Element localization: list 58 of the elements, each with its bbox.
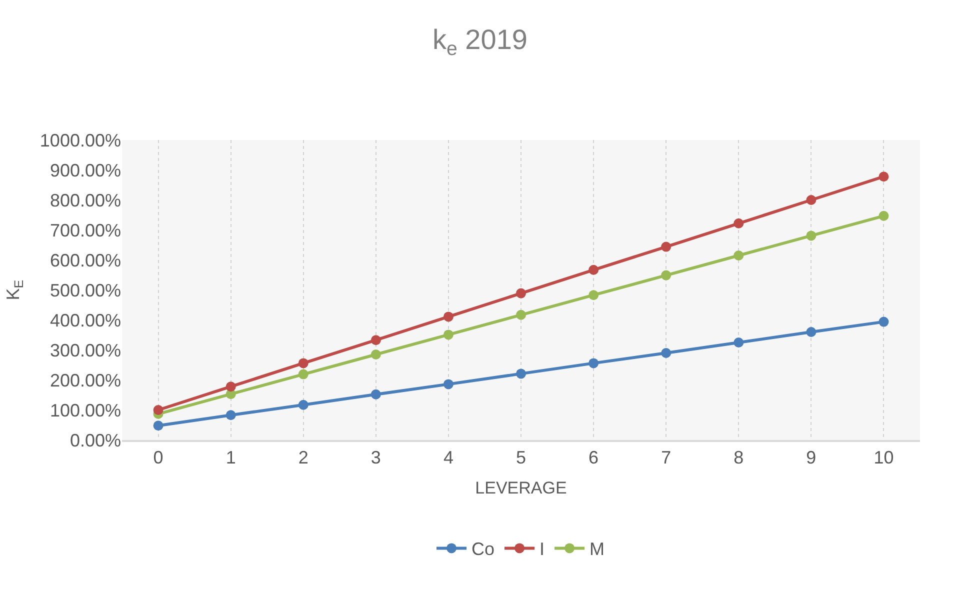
point	[516, 288, 526, 298]
point	[734, 338, 744, 348]
x-tick-label: 9	[806, 448, 816, 468]
point	[298, 400, 308, 410]
point	[806, 327, 816, 337]
chart-title: k$_{e}$ 2019	[432, 24, 528, 60]
y-tick-label: 400.00%	[50, 310, 121, 330]
legend-label: M	[590, 539, 605, 560]
point	[516, 310, 526, 320]
y-tick-label: 600.00%	[50, 250, 121, 270]
x-axis-title: LEVERAGE	[475, 478, 567, 498]
point	[878, 172, 889, 182]
point	[298, 369, 308, 380]
y-tick-label: 500.00%	[50, 280, 121, 300]
point	[588, 290, 599, 300]
point	[806, 230, 816, 241]
point	[298, 358, 308, 368]
point	[661, 348, 672, 358]
x-tick-label: 8	[734, 448, 744, 468]
y-tick-label: 900.00%	[50, 160, 121, 180]
point	[226, 410, 236, 420]
x-tick-label: 5	[516, 448, 526, 468]
x-tick-label: 6	[588, 448, 599, 468]
x-tick-label: 2	[298, 448, 308, 468]
point	[370, 335, 381, 346]
legend-label: Co	[472, 539, 495, 560]
point	[588, 264, 599, 275]
point	[370, 389, 381, 400]
point	[226, 382, 236, 392]
point	[370, 350, 381, 360]
point	[153, 420, 164, 431]
y-tick-label: 0.00%	[70, 430, 121, 450]
y-tick-label: 1000.00%	[40, 130, 121, 150]
x-tick-label: 1	[226, 448, 236, 468]
point	[443, 330, 454, 340]
point	[588, 358, 599, 368]
point	[153, 405, 164, 415]
point	[443, 312, 454, 322]
point	[734, 218, 744, 228]
x-tick-label: 7	[661, 448, 672, 468]
point	[443, 379, 454, 390]
y-tick-label: 300.00%	[50, 340, 121, 360]
point	[806, 195, 816, 205]
x-tick-label: 0	[153, 448, 164, 468]
x-tick-label: 4	[443, 448, 454, 468]
point	[516, 368, 526, 379]
point	[661, 270, 672, 280]
y-tick-label: 700.00%	[50, 220, 121, 240]
point	[734, 250, 744, 260]
legend-label: I	[540, 539, 545, 560]
y-tick-label: 100.00%	[50, 400, 121, 420]
x-tick-label: 3	[370, 448, 381, 468]
point	[661, 242, 672, 252]
y-tick-label: 200.00%	[50, 370, 121, 390]
x-tick-label: 10	[874, 448, 894, 468]
point	[878, 210, 889, 221]
point	[878, 316, 889, 327]
y-tick-label: 800.00%	[50, 190, 121, 210]
